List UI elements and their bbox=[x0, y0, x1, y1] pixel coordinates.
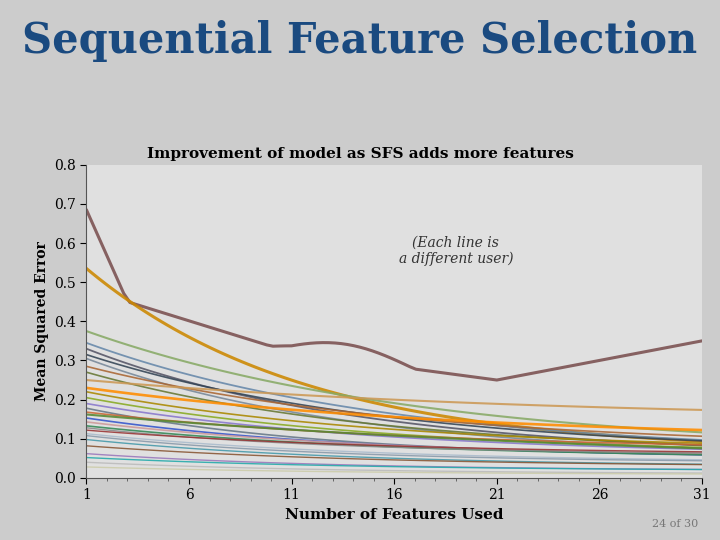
Y-axis label: Mean Squared Error: Mean Squared Error bbox=[35, 241, 48, 401]
Text: 24 of 30: 24 of 30 bbox=[652, 519, 698, 529]
X-axis label: Number of Features Used: Number of Features Used bbox=[285, 508, 503, 522]
Text: (Each line is
a different user): (Each line is a different user) bbox=[398, 235, 513, 266]
Text: Sequential Feature Selection: Sequential Feature Selection bbox=[22, 19, 698, 62]
Text: Improvement of model as SFS adds more features: Improvement of model as SFS adds more fe… bbox=[147, 147, 573, 161]
